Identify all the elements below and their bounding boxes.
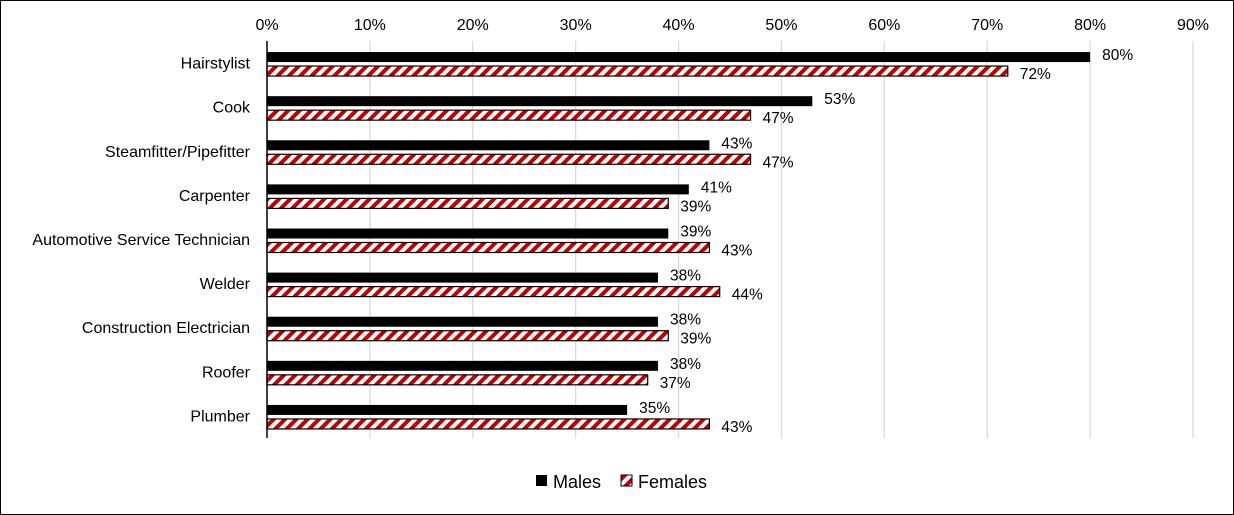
data-label-females: 37% <box>660 375 691 392</box>
x-tick-label: 40% <box>663 17 695 34</box>
bar-males <box>267 228 669 239</box>
data-label-females: 43% <box>721 243 752 260</box>
data-label-males: 38% <box>670 268 701 285</box>
data-label-females: 39% <box>680 198 711 215</box>
category-label: Carpenter <box>179 188 251 205</box>
category-label: Automotive Service Technician <box>32 232 250 249</box>
bar-females <box>266 286 721 298</box>
data-label-females: 43% <box>721 419 752 436</box>
gridlines <box>369 41 1194 438</box>
data-label-males: 53% <box>824 91 855 108</box>
bar-females <box>266 65 1009 77</box>
x-axis-ticks: 0% 10% 20% 30% 40% 50% 60% 70% 80% 90% <box>255 17 1209 34</box>
x-tick-label: 90% <box>1177 17 1209 34</box>
bar-males <box>267 52 1091 63</box>
bar-females <box>266 241 711 254</box>
bar-males <box>267 360 658 371</box>
x-tick-label: 60% <box>868 17 900 34</box>
x-tick-label: 0% <box>255 17 278 34</box>
category-labels: Hairstylist Cook Steamfitter/Pipefitter Car… <box>32 56 251 426</box>
data-label-males: 35% <box>639 400 670 417</box>
legend-label-males: Males <box>553 472 601 492</box>
bar-females <box>266 374 649 386</box>
x-tick-label: 30% <box>560 17 592 34</box>
x-tick-label: 10% <box>354 17 386 34</box>
category-label: Roofer <box>202 364 251 381</box>
x-tick-label: 20% <box>457 17 489 34</box>
category-label: Plumber <box>190 408 250 425</box>
data-label-females: 47% <box>763 110 794 127</box>
data-label-females: 44% <box>732 287 763 304</box>
bar-males <box>267 184 689 195</box>
bar-females <box>266 330 669 342</box>
bar-males <box>267 404 628 415</box>
x-tick-label: 50% <box>765 17 797 34</box>
bar-females <box>266 418 711 430</box>
category-label: Steamfitter/Pipefitter <box>105 144 251 161</box>
data-label-females: 39% <box>680 331 711 348</box>
bar-males <box>267 272 658 283</box>
bars <box>266 52 1091 430</box>
x-tick-label: 80% <box>1074 17 1106 34</box>
x-tick-label: 70% <box>971 17 1003 34</box>
bar-females <box>266 197 669 209</box>
legend-swatch-males <box>536 475 547 486</box>
data-label-males: 41% <box>701 179 732 196</box>
category-label: Welder <box>200 276 251 293</box>
bar-males <box>267 96 813 107</box>
legend-swatch-females <box>620 474 633 487</box>
data-label-males: 80% <box>1102 47 1133 64</box>
data-label-males: 38% <box>670 312 701 329</box>
bar-females <box>266 109 752 121</box>
data-label-females: 47% <box>763 154 794 171</box>
bar-males <box>267 140 710 151</box>
category-label: Cook <box>213 100 251 117</box>
data-label-females: 72% <box>1020 66 1051 83</box>
bar-females <box>266 153 752 165</box>
legend-label-females: Females <box>638 472 707 492</box>
data-label-males: 38% <box>670 356 701 373</box>
legend: Males Females <box>536 472 707 492</box>
data-label-males: 43% <box>721 135 752 152</box>
bar-males <box>267 316 658 327</box>
data-labels: 80% 72% 53% 47% 43% 47% 41% 39% 39% 43% 38% 44% 38% 3… <box>639 47 1133 436</box>
category-label: Construction Electrician <box>82 320 250 337</box>
data-label-males: 39% <box>680 224 711 241</box>
category-label: Hairstylist <box>181 56 251 73</box>
